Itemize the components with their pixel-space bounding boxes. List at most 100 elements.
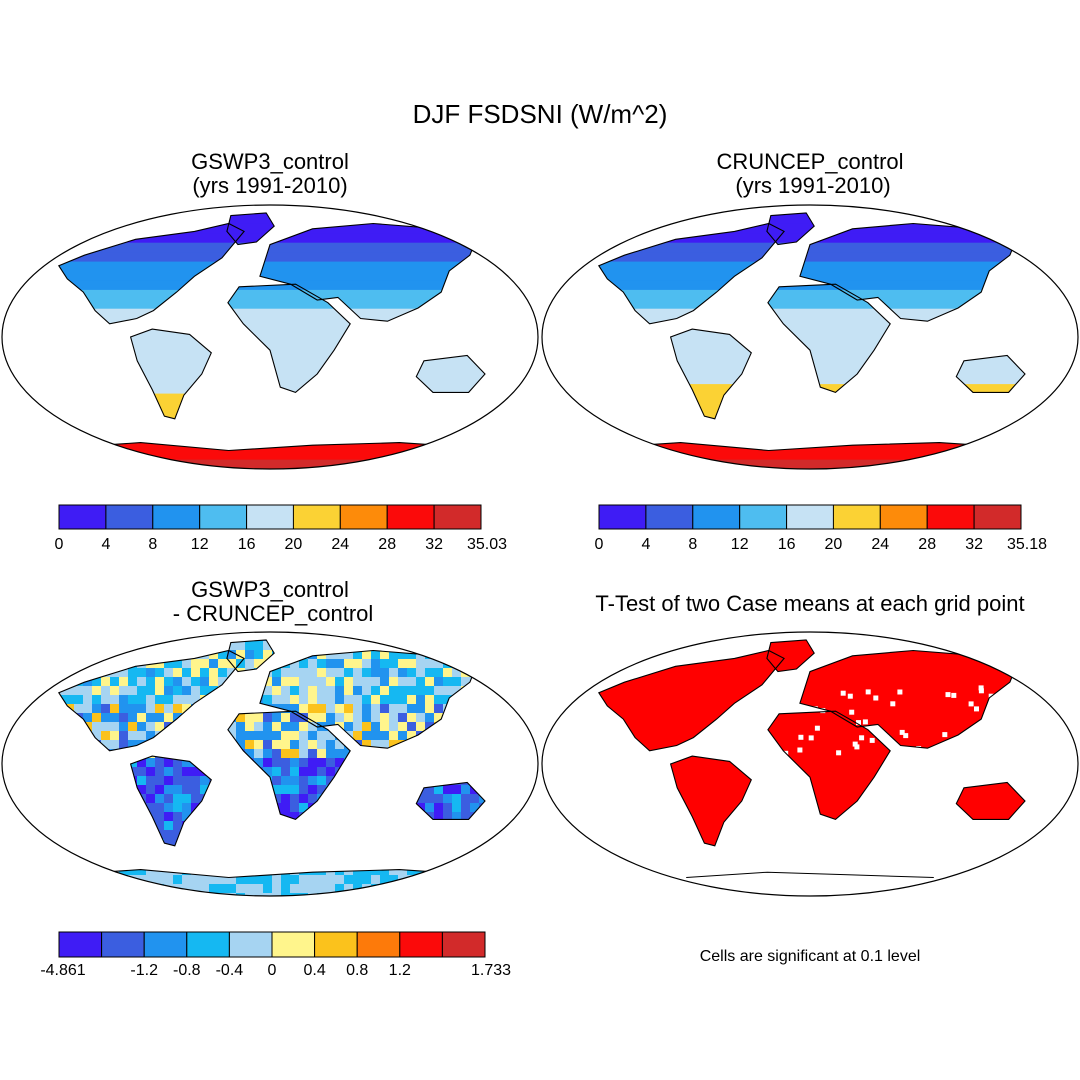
colorbar-swatch [879,504,928,530]
panel-title-ttest: T-Test of two Case means at each grid po… [595,591,1025,616]
coastline-africa [767,710,891,821]
coastline-australia [415,354,486,393]
colorbar-swatch [143,931,188,958]
colorbar-tick-label: 8 [688,536,698,553]
colorbar-tick-label: -1.2 [130,962,158,979]
cruncep-colorbar [598,504,1022,530]
colorbar-tick-label: -0.8 [173,962,201,979]
coastline-southAmerica [129,755,212,847]
colorbar-swatch [58,931,103,958]
colorbar-tick-label: 12 [730,536,749,553]
significant-africa [767,711,891,820]
coastline-greenland [766,639,815,673]
significant-southAmerica [670,756,752,846]
colorbar-swatch [832,504,881,530]
coastline-northAmerica [57,649,245,752]
coastline-southAmerica [669,328,752,420]
colorbar-tick-label: 1.2 [388,962,411,979]
colorbar-swatch [152,504,201,530]
colorbar-tick-label: 8 [148,536,158,553]
colorbar-swatch [228,931,273,958]
colorbar-swatch [598,504,647,530]
colorbar-swatch [292,504,341,530]
figure-title: DJF FSDSNI (W/m^2) [412,99,668,129]
colorbar-swatch [433,504,482,530]
significance-note: Cells are significant at 0.1 level [699,948,921,965]
colorbar-swatch [386,504,435,530]
coastline-africa [767,283,891,394]
colorbar-swatch [199,504,248,530]
map-panel-1 [1,204,539,470]
colorbar-swatch [58,504,107,530]
colorbar-swatch [786,504,834,530]
panel-title-gswp3: GSWP3_control (yrs 1991-2010) [191,149,349,198]
significant-northAmerica [598,650,785,751]
coastline-greenland [766,212,815,246]
map-panel-2 [541,204,1079,470]
colorbar-tick-label: 4 [641,536,651,553]
coastline-eurasia [259,222,477,322]
coastline-africa [227,283,351,394]
colorbar-swatch [973,504,1022,530]
difference-colorbar [58,931,486,958]
coastline-australia [955,354,1026,393]
significant-australia [956,782,1025,820]
colorbar-swatch [692,504,741,530]
land-southAmerica [130,329,212,419]
colorbar-tick-label: 16 [777,536,796,553]
significant-greenland [766,639,815,672]
colorbar-swatch [101,931,145,958]
colorbar-tick-label: 20 [284,536,303,553]
map-border [1,631,539,897]
map-border [1,204,539,470]
colorbar-swatch [356,931,401,958]
colorbar-swatch [399,931,443,958]
coastline-africa [227,710,351,821]
colorbar-tick-label: 4 [101,536,111,553]
colorbar-tick-label: 16 [237,536,256,553]
coastline-southAmerica [669,755,752,847]
coastline-greenland [226,212,275,246]
map-border [541,631,1079,897]
colorbar-swatch [314,931,358,958]
colorbar-tick-label: 0.4 [303,962,326,979]
colorbar-swatch [645,504,694,530]
coastline-antarctica [58,869,482,896]
coastline-eurasia [259,649,477,749]
colorbar-swatch [271,931,316,958]
colorbar-swatch [246,504,295,530]
colorbar-tick-label: 0 [267,962,277,979]
gswp3-colorbar [58,504,482,530]
colorbar-swatch [186,931,230,958]
coastline-northAmerica [57,222,245,325]
colorbar-tick-label: 0 [594,536,604,553]
coastline-antarctica [58,442,482,469]
panel-title-cruncep: CRUNCEP_control (yrs 1991-2010) [716,149,904,198]
colorbar-swatch [441,931,486,958]
colorbar-tick-label: 28 [378,536,397,553]
colorbar-tick-label: 32 [425,536,443,553]
colorbar-tick-label: 35.18 [1006,536,1048,553]
colorbar-tick-label: 24 [871,536,890,553]
colorbar-tick-label: -0.4 [215,962,244,979]
colorbar-tick-label: 24 [331,536,350,553]
map-border [541,204,1079,470]
colorbar-swatch [339,504,388,530]
coastline-southAmerica [129,328,212,420]
coastline-greenland [226,639,275,673]
coastline-northAmerica [597,222,785,325]
map-panel-3 [1,631,539,897]
panel-title-difference: GSWP3_control - CRUNCEP_control [172,577,374,626]
land-africa [767,284,891,393]
colorbar-tick-label: 12 [190,536,209,553]
coastline-australia [955,781,1026,820]
colorbar-swatch [739,504,788,530]
colorbar-tick-label: 1.733 [470,962,512,979]
coastline-eurasia [799,649,1017,749]
colorbar-tick-label: -4.861 [40,962,86,979]
land-southAmerica [670,329,752,419]
colorbar-tick-label: 20 [824,536,843,553]
colorbar-tick-label: 0 [54,536,64,553]
land-africa [227,284,351,393]
